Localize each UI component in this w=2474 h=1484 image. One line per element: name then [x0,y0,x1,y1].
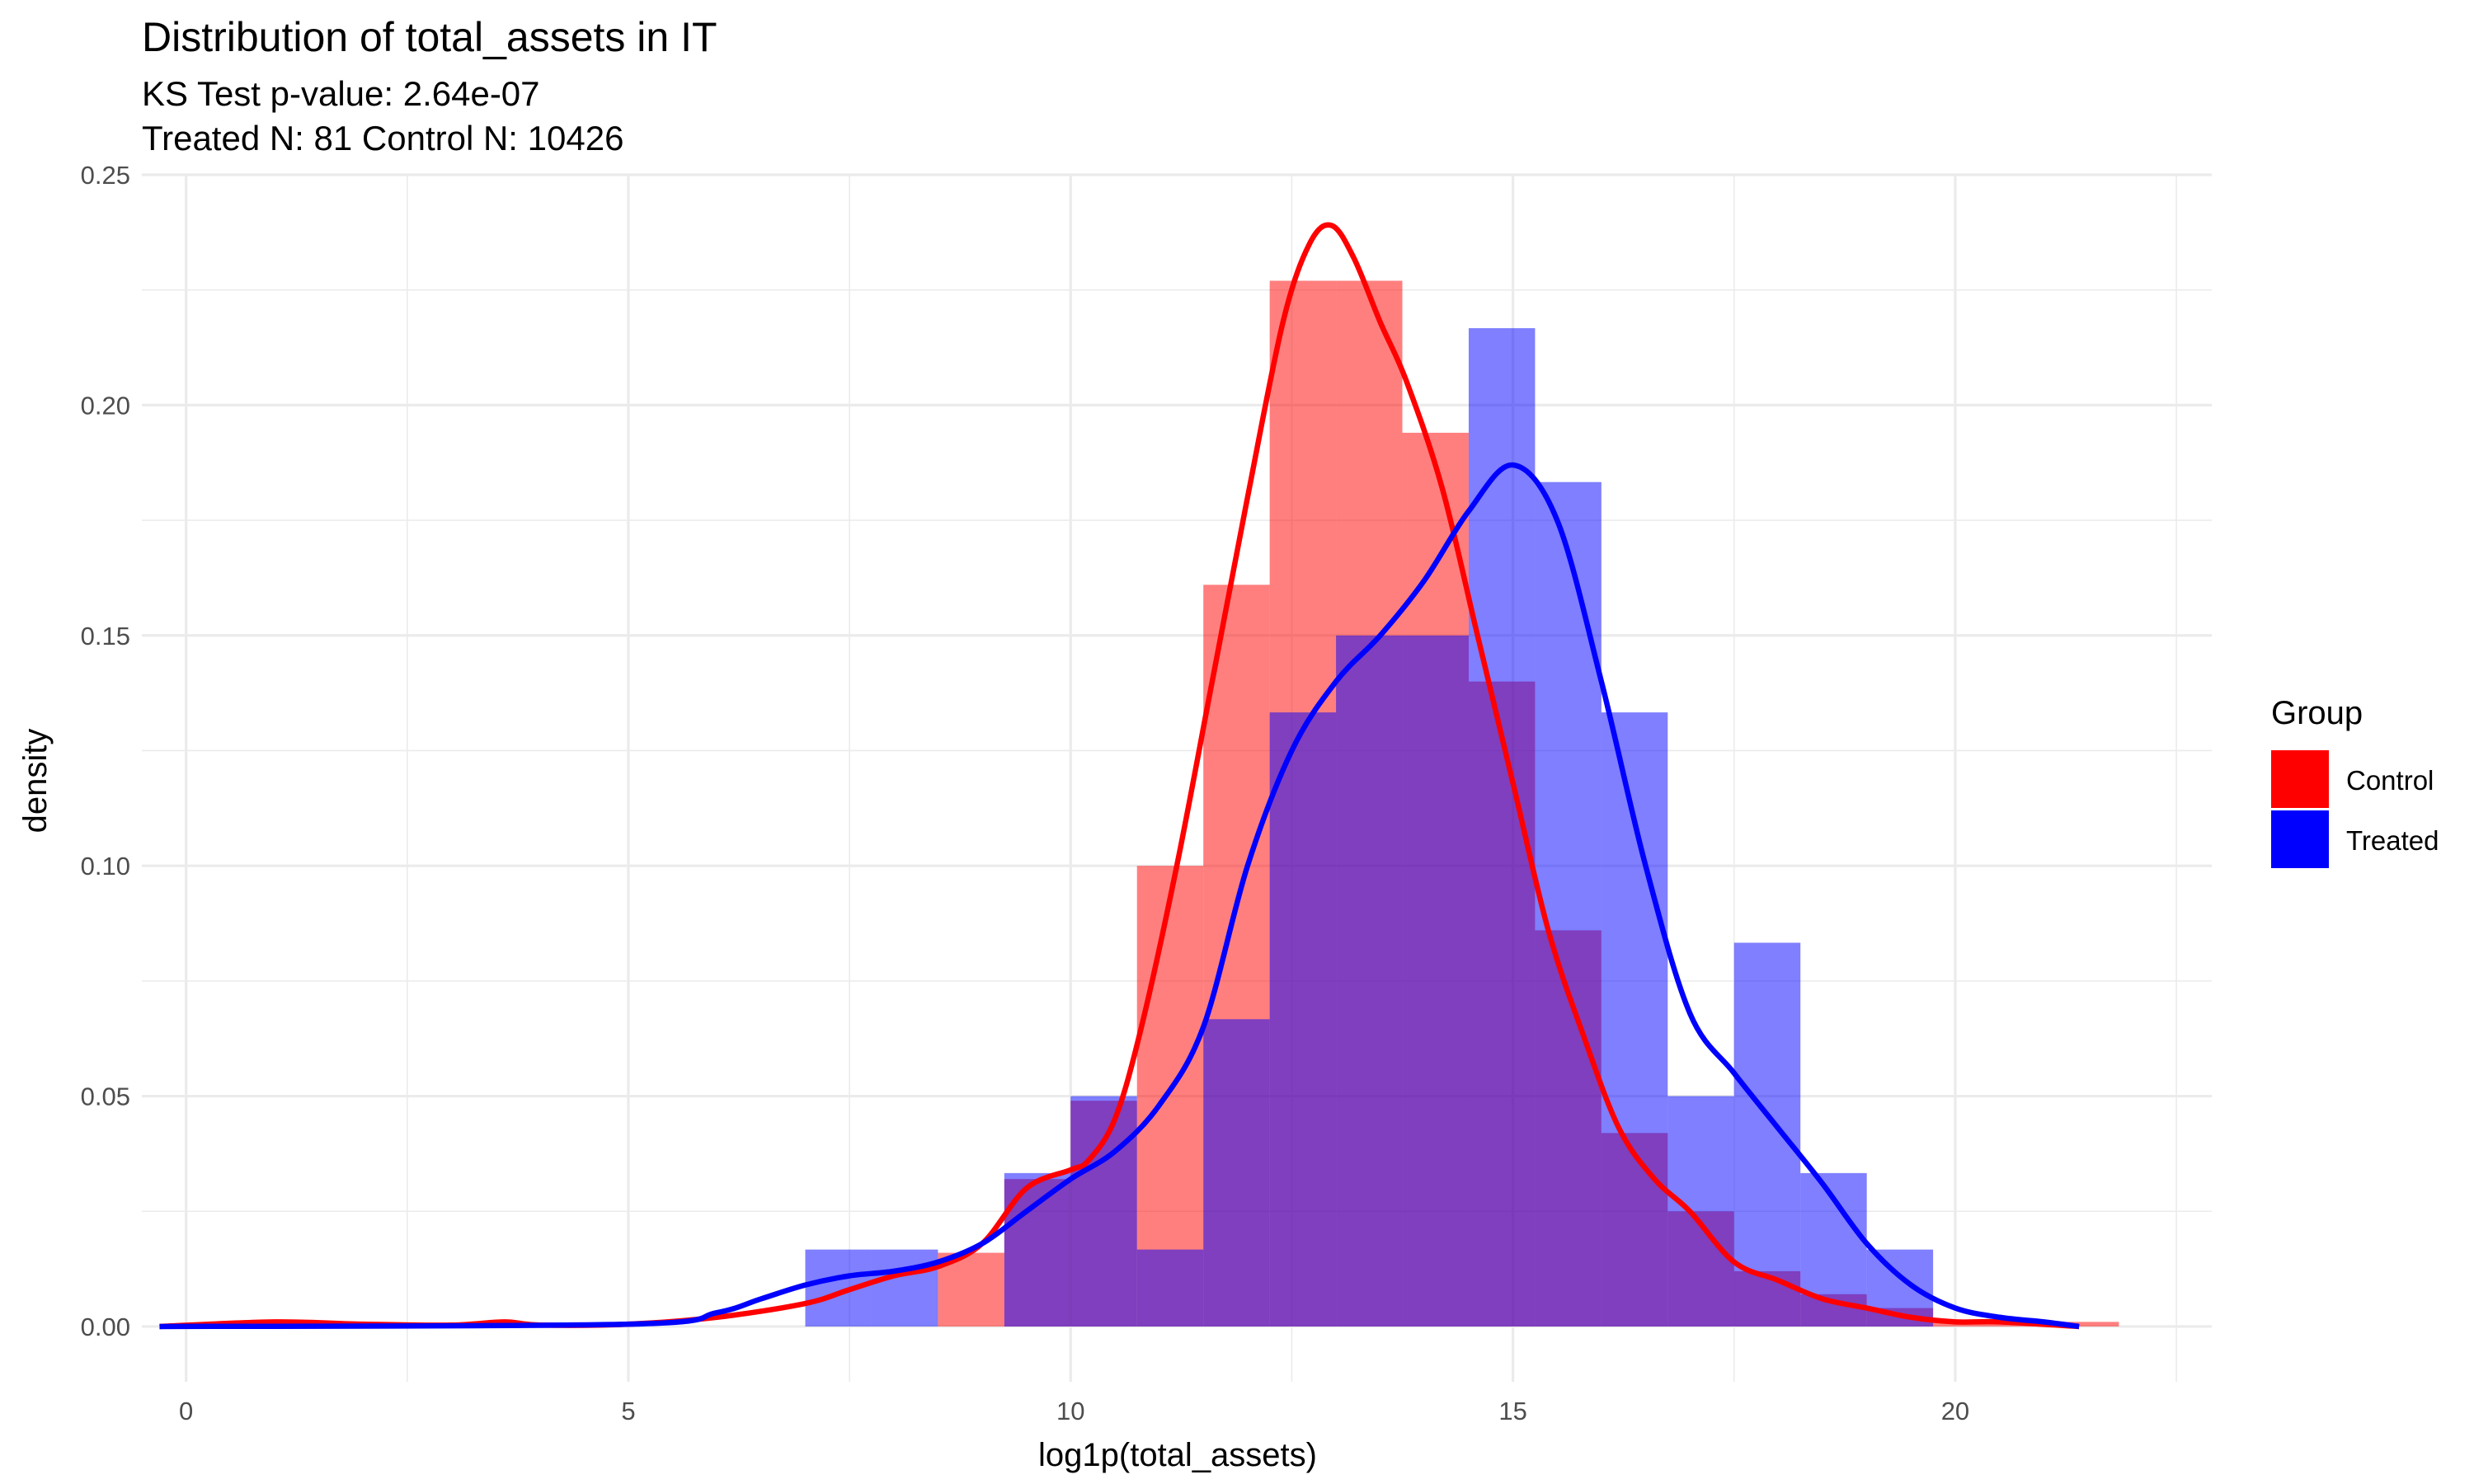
y-tick-label: 0.10 [81,852,130,881]
histogram-bar-treated [1336,635,1403,1327]
histogram-bar-control [2066,1322,2119,1327]
histogram-bar-treated [1070,1096,1137,1327]
y-tick-label: 0.05 [81,1082,130,1111]
x-axis-ticks: 0 5 10 15 20 [179,1397,1969,1425]
legend-title: Group [2271,695,2363,731]
histogram-bar-treated [1402,635,1469,1327]
x-tick-label: 5 [621,1397,635,1425]
histogram-bar-treated [871,1249,938,1327]
y-tick-label: 0.20 [81,391,130,420]
chart-title: Distribution of total_assets in IT [142,14,717,60]
y-tick-label: 0.15 [81,622,130,650]
histogram-bar-treated [1535,481,1602,1327]
x-tick-label: 0 [179,1397,193,1425]
y-tick-label: 0.00 [81,1313,130,1341]
histogram-bar-treated [1733,942,1801,1327]
histogram-bar-treated [1004,1172,1071,1327]
x-tick-label: 20 [1941,1397,1969,1425]
y-tick-label: 0.25 [81,161,130,190]
histogram-bar-treated [1667,1096,1734,1327]
histogram-bar-treated [1203,1019,1270,1327]
bars-layer [805,280,2119,1327]
histogram-bar-treated [1269,712,1337,1327]
histogram-bar-treated [1136,1249,1204,1327]
y-axis-ticks: 0.00 0.05 0.10 0.15 0.20 0.25 [81,161,130,1341]
legend-key-control [2271,750,2329,808]
legend: Group Control Treated [2271,695,2439,868]
chart-subtitle-line-1: KS Test p-value: 2.64e-07 [142,74,540,113]
chart-subtitle-line-2: Treated N: 81 Control N: 10426 [142,119,623,157]
x-axis-title: log1p(total_assets) [1038,1437,1317,1473]
histogram-bar-treated [1601,712,1668,1327]
legend-label-treated: Treated [2346,825,2439,856]
density-line-control [159,222,2080,1330]
x-tick-label: 10 [1056,1397,1084,1425]
y-axis-title: density [17,729,54,834]
x-tick-label: 15 [1498,1397,1526,1425]
density-layer [159,222,2080,1330]
legend-key-treated [2271,810,2329,868]
density-line-treated [159,462,2080,1330]
legend-label-control: Control [2346,765,2434,796]
